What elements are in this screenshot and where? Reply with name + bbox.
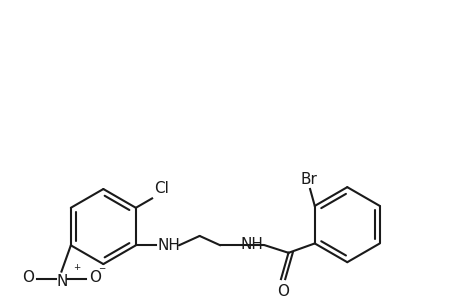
Text: NH: NH	[157, 238, 180, 253]
Text: $^+$: $^+$	[72, 263, 82, 276]
Text: NH: NH	[240, 237, 263, 252]
Text: Cl: Cl	[154, 181, 168, 196]
Text: $^-$: $^-$	[97, 265, 107, 278]
Text: $\mathregular{N}$: $\mathregular{N}$	[56, 274, 67, 290]
Text: Br: Br	[300, 172, 317, 187]
Text: O: O	[276, 284, 288, 299]
Text: O: O	[89, 270, 101, 285]
Text: O: O	[22, 270, 34, 285]
